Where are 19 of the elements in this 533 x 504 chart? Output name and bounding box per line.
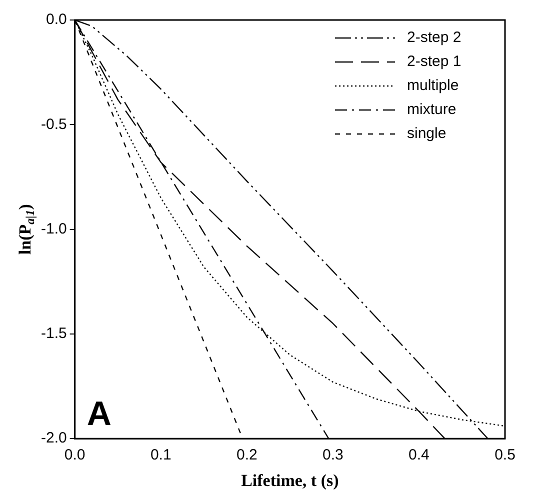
y-axis-title: ln(Pa|1) <box>15 204 38 255</box>
y-tick-label: -0.5 <box>40 116 67 133</box>
y-tick-label: -1.0 <box>40 220 67 238</box>
legend-label: 2-step 1 <box>407 53 462 70</box>
x-axis-title: Lifetime, t (s) <box>241 471 339 490</box>
x-tick-label: 0.2 <box>236 446 258 464</box>
x-tick-label: 0.0 <box>64 446 86 464</box>
y-tick-label: 0.0 <box>46 11 67 28</box>
y-tick-label: -1.5 <box>40 325 67 342</box>
x-tick-label: 0.4 <box>408 446 430 464</box>
x-tick-label: 0.3 <box>322 446 344 464</box>
legend-label: multiple <box>407 77 459 94</box>
x-tick-label: 0.5 <box>494 446 516 464</box>
legend-label: 2-step 2 <box>407 29 462 46</box>
legend-label: single <box>407 125 446 142</box>
x-tick-label: 0.1 <box>150 446 172 464</box>
legend-label: mixture <box>407 101 456 118</box>
y-tick-label: -2.0 <box>40 430 67 447</box>
annotation: A <box>86 394 112 433</box>
